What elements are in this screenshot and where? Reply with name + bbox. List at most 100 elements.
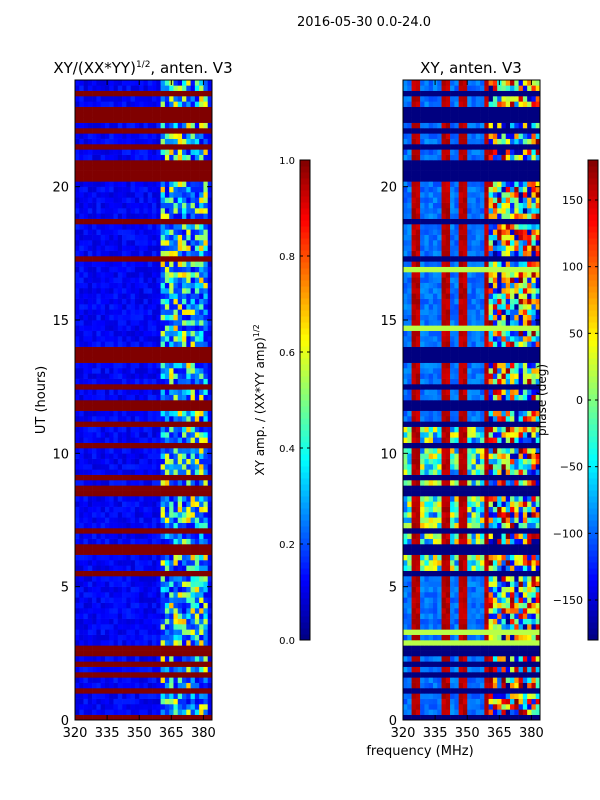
heatmap-cell	[484, 661, 489, 667]
heatmap-cell	[194, 85, 200, 91]
heatmap-cell	[75, 240, 80, 246]
heatmap-cell	[194, 400, 200, 406]
heatmap-cell	[87, 229, 93, 235]
heatmap-cell	[160, 533, 166, 539]
heatmap-cell	[100, 368, 106, 374]
heatmap-cell	[411, 672, 417, 678]
heatmap-cell	[182, 357, 187, 363]
heatmap-cell	[173, 453, 179, 459]
heatmap-cell	[96, 634, 101, 641]
heatmap-cell	[199, 416, 204, 422]
heatmap-cell	[169, 533, 174, 539]
heatmap-cell	[514, 581, 519, 587]
heatmap-cell	[104, 576, 110, 582]
heatmap-cell	[152, 106, 157, 113]
heatmap-cell	[104, 709, 110, 715]
heatmap-cell	[139, 256, 144, 262]
heatmap-cell	[109, 277, 114, 283]
heatmap-cell	[104, 464, 110, 470]
heatmap-cell	[177, 634, 183, 641]
heatmap-cell	[92, 325, 97, 331]
heatmap-cell	[104, 544, 110, 550]
heatmap-cell	[139, 80, 144, 86]
heatmap-cell	[117, 586, 123, 593]
heatmap-cell	[79, 592, 84, 598]
heatmap-cell	[190, 90, 196, 97]
heatmap-cell	[173, 101, 179, 107]
heatmap-cell	[96, 682, 101, 689]
heatmap-cell	[190, 698, 196, 705]
heatmap-cell	[96, 213, 101, 219]
heatmap-cell	[75, 181, 80, 187]
heatmap-cell	[186, 549, 191, 555]
heatmap-cell	[147, 165, 153, 171]
heatmap-cell	[531, 672, 537, 678]
heatmap-cell	[134, 458, 140, 465]
heatmap-cell	[186, 181, 191, 187]
heatmap-cell	[194, 325, 200, 331]
heatmap-cell	[194, 272, 200, 278]
heatmap-cell	[505, 714, 511, 721]
heatmap-cell	[100, 570, 106, 577]
heatmap-cell	[122, 197, 127, 203]
heatmap-cell	[92, 442, 97, 449]
heatmap-cell	[109, 122, 114, 129]
heatmap-cell	[139, 362, 144, 369]
heatmap-cell	[177, 314, 183, 321]
heatmap-cell	[117, 501, 123, 507]
heatmap-cell	[169, 634, 174, 641]
heatmap-cell	[458, 576, 464, 582]
heatmap-cell	[87, 282, 93, 289]
heatmap-cell	[75, 576, 80, 582]
heatmap-cell	[156, 485, 161, 491]
heatmap-cell	[458, 592, 464, 598]
heatmap-cell	[113, 549, 119, 555]
heatmap-cell	[199, 112, 204, 118]
heatmap-cell	[186, 266, 191, 273]
heatmap-cell	[518, 576, 524, 582]
heatmap-cell	[484, 608, 489, 614]
heatmap-cell	[186, 197, 191, 203]
heatmap-cell	[126, 101, 131, 107]
heatmap-cell	[104, 368, 110, 374]
heatmap-cell	[143, 320, 149, 326]
heatmap-cell	[173, 373, 179, 379]
heatmap-cell	[79, 714, 84, 721]
heatmap-cell	[475, 682, 481, 689]
heatmap-cell	[199, 181, 204, 187]
heatmap-cell	[169, 357, 174, 363]
heatmap-cell	[126, 240, 131, 246]
heatmap-cell	[207, 544, 213, 550]
heatmap-cell	[109, 650, 114, 657]
heatmap-cell	[471, 656, 477, 662]
heatmap-cell	[126, 576, 131, 582]
heatmap-cell	[190, 192, 196, 198]
heatmap-cell	[194, 490, 200, 497]
heatmap-cell	[186, 320, 191, 326]
heatmap-cell	[522, 533, 528, 539]
heatmap-cell	[445, 688, 451, 694]
heatmap-cell	[75, 224, 80, 230]
heatmap-cell	[130, 661, 136, 667]
heatmap-cell	[190, 416, 196, 422]
heatmap-cell	[177, 245, 183, 251]
heatmap-cell	[403, 565, 408, 571]
heatmap-cell	[207, 496, 213, 502]
heatmap-cell	[100, 293, 106, 299]
heatmap-cell	[100, 458, 106, 465]
heatmap-cell	[475, 608, 481, 614]
heatmap-cell	[156, 586, 161, 593]
heatmap-cell	[462, 544, 468, 550]
heatmap-cell	[152, 421, 157, 427]
heatmap-cell	[147, 634, 153, 641]
heatmap-cell	[169, 101, 174, 107]
heatmap-cell	[134, 698, 140, 705]
heatmap-cell	[92, 250, 97, 257]
heatmap-cell	[152, 426, 157, 433]
heatmap-cell	[139, 352, 144, 358]
heatmap-cell	[87, 506, 93, 513]
heatmap-cell	[104, 512, 110, 518]
heatmap-cell	[420, 565, 425, 571]
heatmap-cell	[139, 618, 144, 625]
heatmap-cell	[207, 613, 213, 619]
